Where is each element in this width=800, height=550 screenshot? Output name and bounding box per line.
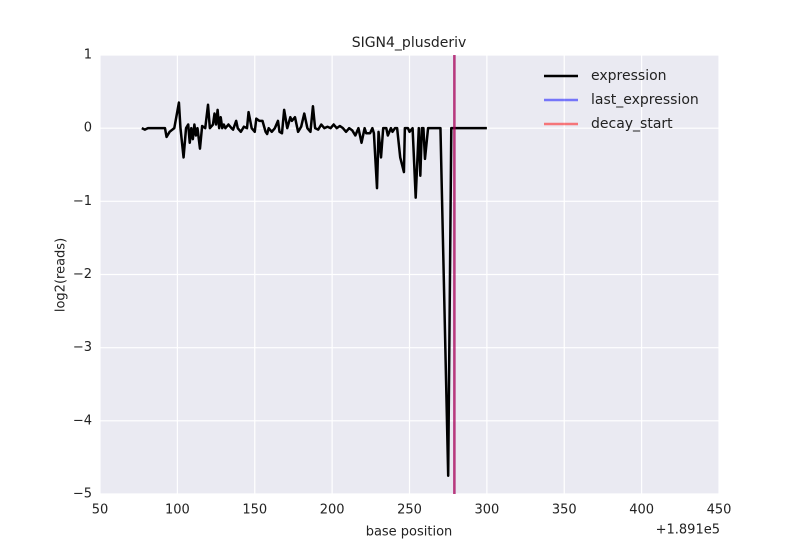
y-tick-label: 1 [84,48,92,63]
y-tick-label: −2 [73,267,92,282]
x-tick-label: 150 [242,503,267,518]
x-tick-label: 250 [397,503,422,518]
y-axis-label: log2(reads) [54,238,69,312]
x-tick-label: 300 [474,503,499,518]
legend-label: expression [591,68,667,84]
x-tick-label: 400 [629,503,654,518]
x-axis-label: base position [366,525,453,540]
x-tick-label: 50 [92,503,109,518]
x-tick-label: 100 [165,503,190,518]
chart-title: SIGN4_plusderiv [352,35,467,51]
x-offset-text: +1.891e5 [656,523,720,538]
x-tick-label: 200 [320,503,345,518]
y-tick-label: 0 [84,121,92,136]
y-tick-label: −5 [73,487,92,502]
x-tick-label: 450 [707,503,732,518]
legend-label: last_expression [591,92,699,108]
line-series [141,101,487,477]
y-tick-label: −3 [73,340,92,355]
legend-label: decay_start [591,116,673,132]
y-tick-label: −1 [73,194,92,209]
x-tick-label: 350 [552,503,577,518]
y-tick-label: −4 [73,413,92,428]
